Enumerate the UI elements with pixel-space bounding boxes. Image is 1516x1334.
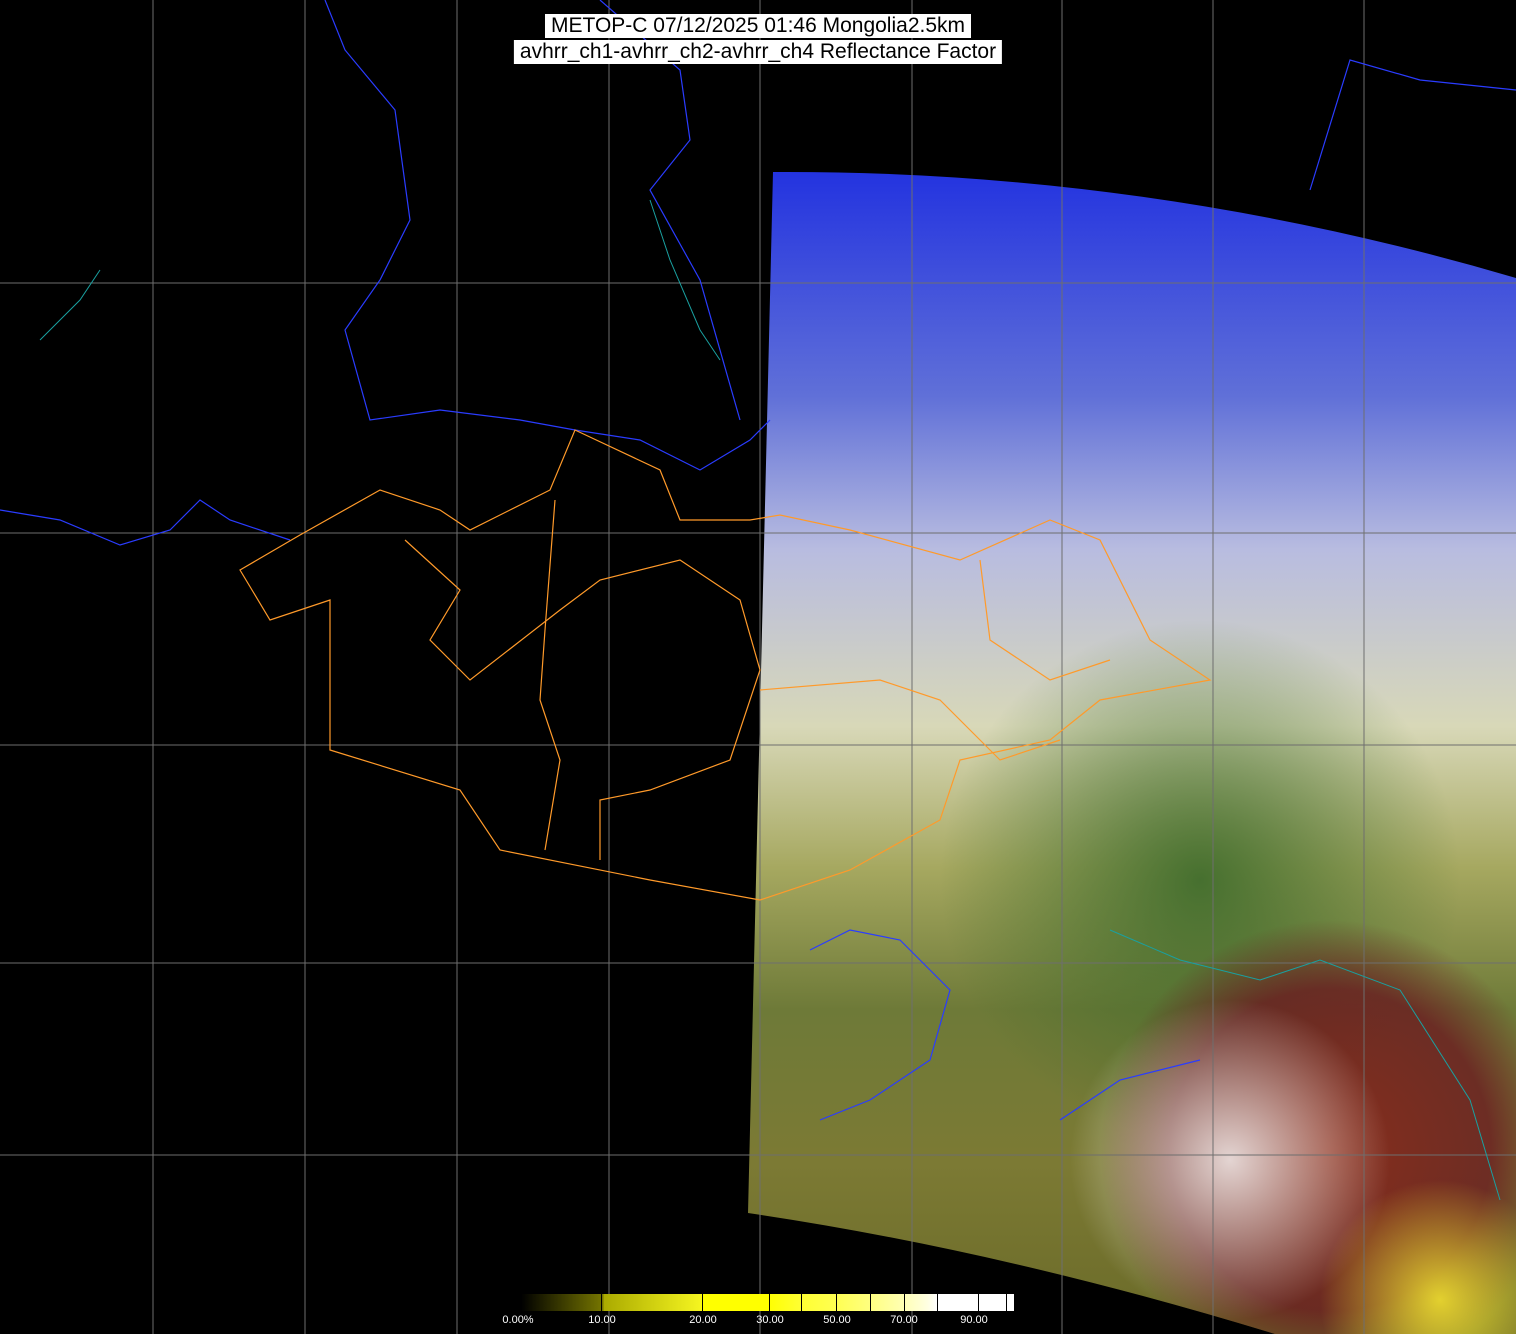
colorbar-tick <box>1006 1294 1007 1311</box>
colorbar-tick <box>702 1294 703 1311</box>
colorbar-tick <box>904 1294 905 1311</box>
colorbar-tick <box>870 1294 871 1311</box>
colorbar-tick <box>769 1294 770 1311</box>
colorbar-label: 50.00 <box>823 1314 851 1326</box>
colorbar-tick <box>937 1294 938 1311</box>
colorbar-label: 70.00 <box>890 1314 918 1326</box>
colorbar-label: 20.00 <box>689 1314 717 1326</box>
colorbar-tick <box>978 1294 979 1311</box>
province-borders <box>239 429 1212 901</box>
title-line-1: METOP-C 07/12/2025 01:46 Mongolia2.5km <box>544 14 972 38</box>
satellite-swath <box>748 171 1516 1334</box>
colorbar-label: 30.00 <box>756 1314 784 1326</box>
colorbar-tick <box>601 1294 602 1311</box>
colorbar-tick <box>801 1294 802 1311</box>
colorbar-label: 10.00 <box>588 1314 616 1326</box>
colorbar-tick <box>836 1294 837 1311</box>
colorbar-label: 90.00 <box>960 1314 988 1326</box>
colorbar-label: 0.00% <box>502 1314 534 1326</box>
coastlines-lakes <box>39 199 1501 1201</box>
title-line-2: avhrr_ch1-avhrr_ch2-avhrr_ch4 Reflectanc… <box>513 40 1003 64</box>
country-borders <box>0 0 1516 1121</box>
colorbar <box>501 1294 1014 1311</box>
